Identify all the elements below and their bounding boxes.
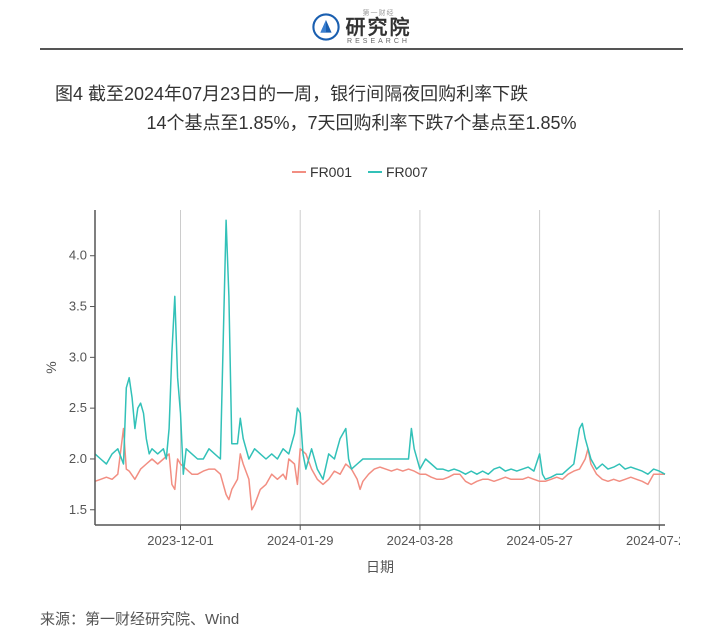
svg-text:3.5: 3.5 bbox=[69, 299, 87, 314]
svg-text:2023-12-01: 2023-12-01 bbox=[147, 533, 214, 548]
header-divider bbox=[40, 48, 683, 50]
legend-swatch bbox=[368, 171, 382, 173]
title-line1: 图4 截至2024年07月23日的一周，银行间隔夜回购利率下跌 bbox=[55, 80, 668, 109]
logo-text-en: RESEARCH bbox=[346, 38, 412, 45]
source-text: 来源：第一财经研究院、Wind bbox=[40, 608, 239, 629]
logo-text-cn: 研究院 bbox=[346, 18, 412, 38]
svg-text:4.0: 4.0 bbox=[69, 248, 87, 263]
legend-label: FR001 bbox=[310, 164, 352, 180]
svg-text:2024-01-29: 2024-01-29 bbox=[267, 533, 334, 548]
logo-icon bbox=[312, 13, 340, 41]
chart-title: 图4 截至2024年07月23日的一周，银行间隔夜回购利率下跌 14个基点至1.… bbox=[55, 80, 668, 138]
svg-text:2024-07-23: 2024-07-23 bbox=[626, 533, 680, 548]
legend-swatch bbox=[292, 171, 306, 173]
legend-item-fr001: FR001 bbox=[292, 164, 352, 180]
svg-text:2.0: 2.0 bbox=[69, 451, 87, 466]
title-line2: 14个基点至1.85%，7天回购利率下跌7个基点至1.85% bbox=[55, 109, 668, 138]
chart-legend: FR001 FR007 bbox=[40, 160, 680, 180]
legend-label: FR007 bbox=[386, 164, 428, 180]
header-logo: 第一财经 研究院 RESEARCH bbox=[0, 8, 723, 46]
svg-text:3.0: 3.0 bbox=[69, 349, 87, 364]
svg-text:2024-05-27: 2024-05-27 bbox=[506, 533, 573, 548]
svg-text:1.5: 1.5 bbox=[69, 502, 87, 517]
svg-text:日期: 日期 bbox=[366, 559, 394, 575]
chart-svg: 1.5 2.0 2.5 3.0 3.5 4.0 2023-12-01 2024-01-29 20… bbox=[40, 190, 680, 580]
legend-item-fr007: FR007 bbox=[368, 164, 428, 180]
svg-text:2.5: 2.5 bbox=[69, 400, 87, 415]
svg-text:%: % bbox=[43, 361, 59, 373]
chart-area: FR001 FR007 1.5 2.0 2.5 3.0 3.5 4.0 2023-12-01… bbox=[40, 160, 680, 580]
svg-text:2024-03-28: 2024-03-28 bbox=[387, 533, 454, 548]
